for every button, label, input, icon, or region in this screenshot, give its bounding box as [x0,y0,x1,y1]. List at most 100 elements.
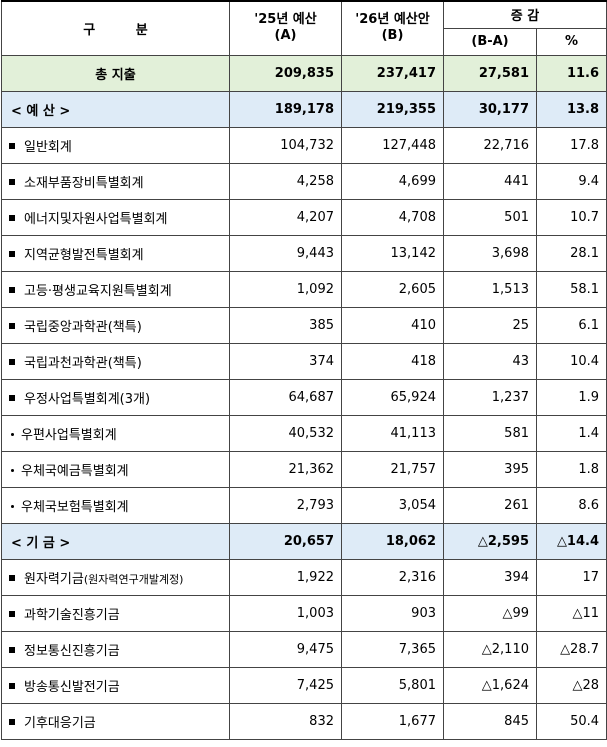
item-name: 소재부품장비특별회계 [24,175,144,191]
table-row: 방송통신발전기금 7,425 5,801 △1,624 △28 [1,666,607,704]
table-row: 고등·평생교육지원특별회계 1,092 2,605 1,513 58.1 [1,270,607,308]
item-change-amount: 501 [443,198,537,236]
item-name-cell: 우체국예금특별회계 [1,450,230,488]
item-change-amount: 3,698 [443,234,537,272]
item-name-cell: 에너지및자원사업특별회계 [1,198,230,236]
item-bullet-icon [9,178,15,185]
item-value-2026: 418 [341,342,444,380]
item-name-cell: 소재부품장비특별회계 [1,162,230,200]
item-value-2025: 374 [229,342,342,380]
sub-item-dot-icon [11,468,14,472]
table-row: 일반회계 104,732 127,448 22,716 17.8 [1,126,607,164]
item-value-2025: 1,003 [229,594,342,632]
item-bullet-icon [9,214,15,221]
sub-item-dot-icon [11,432,14,436]
item-change-amount: 395 [443,450,537,488]
item-name-cell: 우편사업특별회계 [1,414,230,452]
section-diff: △2,595 [443,522,537,560]
item-name: 우체국예금특별회계 [21,463,129,479]
item-change-pct: 1.8 [535,450,607,488]
table-row: 에너지및자원사업특별회계 4,207 4,708 501 10.7 [1,198,607,236]
item-value-2025: 40,532 [229,414,342,452]
section-b: 219,355 [341,90,444,128]
total-b: 237,417 [341,54,444,92]
table-row: 지역균형발전특별회계 9,443 13,142 3,698 28.1 [1,234,607,272]
item-bullet-icon [9,682,15,689]
item-name: 원자력기금 [24,571,84,587]
item-change-pct: △28 [535,666,607,704]
header-change-pct: % [535,27,607,56]
item-value-2025: 2,793 [229,486,342,524]
section-diff: 30,177 [443,90,537,128]
item-note: (원자력연구개발계정) [83,572,184,586]
item-value-2025: 4,207 [229,198,342,236]
table-row: 기후대응기금 832 1,677 845 50.4 [1,702,607,740]
item-value-2025: 21,362 [229,450,342,488]
section-row-budget: < 예 산 > 189,178 219,355 30,177 13.8 [1,90,607,128]
section-label: < 기 금 > [1,522,230,560]
table-row: 우체국보험특별회계 2,793 3,054 261 8.6 [1,486,607,524]
item-change-amount: 1,237 [443,378,537,416]
section-pct: △14.4 [535,522,607,560]
item-change-pct: 8.6 [535,486,607,524]
item-name: 과학기술진흥기금 [24,607,120,623]
item-change-pct: 17 [535,558,607,596]
item-value-2026: 4,699 [341,162,444,200]
item-change-pct: △28.7 [535,630,607,668]
item-change-amount: △1,624 [443,666,537,704]
item-value-2026: 1,677 [341,702,444,740]
total-a: 209,835 [229,54,342,92]
item-value-2026: 4,708 [341,198,444,236]
item-change-pct: 28.1 [535,234,607,272]
table-row: 과학기술진흥기금 1,003 903 △99 △11 [1,594,607,632]
table-row: 우정사업특별회계(3개) 64,687 65,924 1,237 1.9 [1,378,607,416]
item-change-amount: 25 [443,306,537,344]
item-value-2025: 9,475 [229,630,342,668]
item-bullet-icon [9,394,15,401]
item-name-cell: 지역균형발전특별회계 [1,234,230,272]
item-bullet-icon [9,610,15,617]
total-row: 총 지출 209,835 237,417 27,581 11.6 [1,54,607,92]
item-change-pct: 10.4 [535,342,607,380]
total-diff: 27,581 [443,54,537,92]
item-value-2026: 410 [341,306,444,344]
header-2026-budget: '26년 예산안 (B) [341,0,444,56]
section-pct: 13.8 [535,90,607,128]
item-value-2026: 903 [341,594,444,632]
item-change-pct: 6.1 [535,306,607,344]
item-change-amount: 22,716 [443,126,537,164]
item-name: 정보통신진흥기금 [24,643,120,659]
item-value-2025: 4,258 [229,162,342,200]
item-name-cell: 원자력기금(원자력연구개발계정) [1,558,230,596]
item-value-2025: 832 [229,702,342,740]
item-value-2026: 7,365 [341,630,444,668]
item-change-amount: △99 [443,594,537,632]
total-label: 총 지출 [1,54,230,92]
section-a: 189,178 [229,90,342,128]
item-change-amount: 394 [443,558,537,596]
item-name: 우편사업특별회계 [21,427,117,443]
table-row: 우편사업특별회계 40,532 41,113 581 1.4 [1,414,607,452]
item-bullet-icon [9,574,15,581]
item-change-amount: 441 [443,162,537,200]
item-name: 지역균형발전특별회계 [24,247,144,263]
item-change-pct: 58.1 [535,270,607,308]
item-value-2025: 1,922 [229,558,342,596]
total-pct: 11.6 [535,54,607,92]
item-name: 에너지및자원사업특별회계 [24,211,168,227]
item-bullet-icon [9,142,15,149]
item-name-cell: 고등·평생교육지원특별회계 [1,270,230,308]
item-name-cell: 정보통신진흥기금 [1,630,230,668]
item-change-amount: 261 [443,486,537,524]
table-row: 소재부품장비특별회계 4,258 4,699 441 9.4 [1,162,607,200]
item-value-2026: 65,924 [341,378,444,416]
item-change-pct: △11 [535,594,607,632]
item-bullet-icon [9,250,15,257]
table-row: 국립과천과학관(책특) 374 418 43 10.4 [1,342,607,380]
header-2025-budget: '25년 예산 (A) [229,0,342,56]
header-change: 증 감 [442,0,607,29]
header-change-amount: (B-A) [443,27,537,56]
item-name: 우체국보험특별회계 [21,499,129,515]
section-label: < 예 산 > [1,90,230,128]
item-change-pct: 17.8 [535,126,607,164]
